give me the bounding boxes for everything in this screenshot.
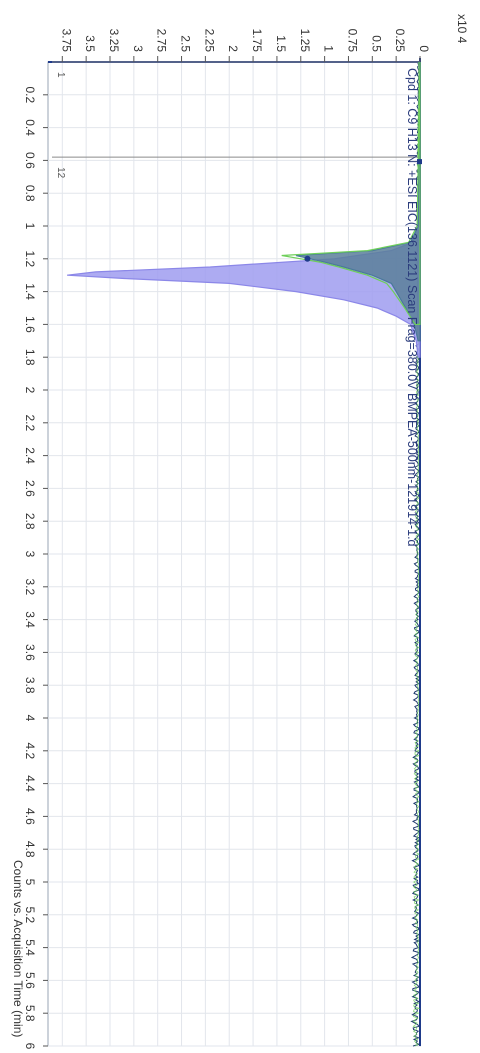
tick-label-time: 4 (23, 715, 37, 722)
tick-label-counts: 3.5 (83, 35, 97, 52)
series-area-2 (295, 61, 421, 342)
tick-label-counts: 0 (417, 45, 431, 52)
tick-label-time: 5.2 (23, 906, 37, 923)
tick-label-counts: 2 (226, 45, 240, 52)
tick-label-counts: 0.75 (345, 29, 359, 53)
tick-label-counts: 1.75 (250, 29, 264, 53)
tick-label-time: 2.2 (23, 414, 37, 431)
tick-label-time: 3.4 (23, 611, 37, 628)
tick-label-time: 5.4 (23, 939, 37, 956)
tick-label-counts: 1.5 (274, 35, 288, 52)
x-axis-label: Counts vs. Acquisition Time (min) (11, 860, 25, 1037)
tick-label-time: 0.2 (23, 86, 37, 103)
tick-label-time: 0.6 (23, 152, 37, 169)
tick-label-time: 0.8 (23, 185, 37, 202)
tick-label-time: 4.6 (23, 808, 37, 825)
tick-label-counts: 2.5 (179, 35, 193, 52)
tick-label-time: 3.8 (23, 677, 37, 694)
tick-label-time: 1 (23, 223, 37, 230)
tick-label-counts: 3.75 (59, 29, 73, 53)
tick-label-time: 1.4 (23, 283, 37, 300)
tick-label-counts: 1 (322, 45, 336, 52)
tick-label-counts: 3 (131, 45, 145, 52)
tick-label-time: 0.4 (23, 119, 37, 136)
tick-label-time: 5.6 (23, 972, 37, 989)
tick-label-time: 5.8 (23, 1005, 37, 1022)
tick-label-counts: 0.25 (393, 29, 407, 53)
tick-label-time: 2 (23, 387, 37, 394)
tick-label-time: 4.8 (23, 841, 37, 858)
tick-label-time: 3.6 (23, 644, 37, 661)
tick-label-time: 2.4 (23, 447, 37, 464)
start-marker (417, 159, 422, 165)
marker-label: 1 (55, 72, 66, 78)
tick-label-time: 6 (23, 1043, 37, 1050)
tick-label-counts: 2.75 (155, 29, 169, 53)
tick-label-time: 5 (23, 879, 37, 886)
tick-label-time: 3 (23, 551, 37, 558)
tick-label-counts: 1.25 (298, 29, 312, 53)
tick-label-time: 2.6 (23, 480, 37, 497)
y-multiplier-label: x10 4 (455, 14, 469, 44)
tick-label-time: 4.2 (23, 742, 37, 759)
marker-label: 12 (55, 167, 66, 179)
peak-marker (304, 255, 311, 262)
tick-label-time: 4.4 (23, 775, 37, 792)
tick-label-time: 1.2 (23, 250, 37, 267)
tick-label-time: 3.2 (23, 578, 37, 595)
chart-title: Cpd 1: C9 H13 N: +ESI EIC(136.1121) Scan… (405, 68, 419, 547)
series-area-3 (281, 61, 421, 325)
tick-label-counts: 2.25 (202, 29, 216, 53)
tick-label-time: 1.8 (23, 349, 37, 366)
tick-label-counts: 0.5 (369, 35, 383, 52)
chromatogram-chart: 11200.250.50.7511.251.51.7522.252.52.753… (11, 14, 469, 1050)
tick-label-time: 1.6 (23, 316, 37, 333)
tick-label-counts: 3.25 (107, 29, 121, 53)
tick-label-time: 2.8 (23, 513, 37, 530)
